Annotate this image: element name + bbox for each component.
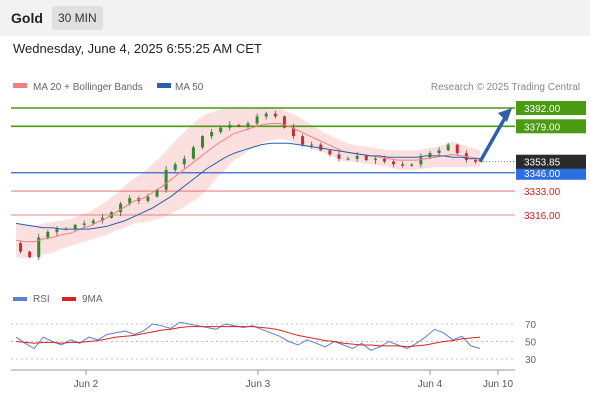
candle-body-8: [82, 223, 86, 225]
bollinger-band-area: [16, 106, 480, 259]
header-bar: Gold 30 MIN: [0, 0, 590, 36]
candle-body-36: [337, 154, 341, 159]
candle-body-13: [128, 198, 132, 204]
x-tick-label-1: Jun 3: [246, 379, 271, 390]
candle-body-1: [19, 243, 23, 252]
rsi-9ma-line: [15, 326, 481, 348]
level-label-bg-1: [516, 119, 586, 134]
candle-body-16: [155, 189, 159, 197]
last-price-bg: [516, 154, 586, 169]
legend-ma20-swatch: [13, 83, 27, 88]
candle-body-2: [28, 251, 32, 258]
candle-body-23: [219, 127, 223, 132]
research-credit: Research © 2025 Trading Central: [431, 82, 580, 93]
candle-body-30: [282, 116, 286, 128]
candle-body-41: [382, 158, 386, 162]
level-label-3: 3333.00: [524, 187, 561, 198]
candle-body-25: [237, 124, 241, 127]
rsi-tick-50: 50: [525, 338, 537, 349]
legend-rsi-swatch: [13, 297, 27, 301]
level-label-2: 3346.00: [524, 169, 561, 180]
level-label-4: 3316.00: [524, 211, 561, 222]
candle-body-35: [328, 150, 332, 155]
rsi-tick-70: 70: [525, 320, 537, 331]
candle-body-29: [273, 113, 277, 117]
candle-body-21: [201, 136, 205, 148]
ma20-line: [15, 123, 481, 243]
x-tick-label-2: Jun 4: [418, 379, 443, 390]
candle-body-15: [146, 196, 150, 201]
candle-body-44: [410, 164, 414, 166]
level-label-bg-2: [516, 165, 586, 180]
candle-body-17: [164, 169, 168, 190]
candle-body-46: [428, 153, 432, 158]
candle-body-7: [73, 224, 77, 230]
candle-body-42: [392, 161, 396, 165]
instrument-title: Gold: [11, 10, 43, 26]
candle-body-10: [100, 217, 104, 221]
candle-body-33: [310, 144, 314, 146]
candle-body-40: [373, 158, 377, 161]
candle-body-45: [419, 157, 423, 165]
candle-body-5: [55, 229, 59, 232]
candle-body-43: [401, 164, 405, 166]
candle-body-48: [446, 144, 450, 151]
candle-body-18: [173, 164, 177, 170]
candle-body-34: [319, 144, 323, 151]
legend-rsi-label: RSI: [33, 294, 50, 305]
candle-body-38: [355, 155, 359, 159]
last-price-label: 3353.85: [524, 158, 561, 169]
level-label-bg-0: [516, 101, 586, 115]
legend-ma50-swatch: [157, 83, 171, 88]
legend-ma20-label: MA 20 + Bollinger Bands: [33, 82, 143, 93]
candle-body-37: [346, 158, 350, 160]
level-label-0: 3392.00: [524, 104, 561, 115]
candle-body-26: [246, 123, 250, 127]
level-label-1: 3379.00: [524, 122, 561, 133]
legend-ma50-label: MA 50: [175, 82, 204, 93]
forecast-arrow-head: [498, 108, 512, 122]
x-tick-label-3: Jun 10: [483, 379, 513, 390]
x-tick-label-0: Jun 2: [74, 379, 99, 390]
candle-body-47: [437, 150, 441, 154]
candle-body-4: [46, 231, 50, 238]
rsi-tick-30: 30: [525, 355, 537, 366]
candle-body-32: [301, 136, 305, 145]
candle-body-9: [91, 220, 95, 224]
candle-body-19: [182, 158, 186, 165]
chart-datetime: Wednesday, June 4, 2025 6:55:25 AM CET: [13, 41, 262, 56]
legend-9ma-label: 9MA: [82, 294, 103, 305]
timeframe-button[interactable]: 30 MIN: [52, 6, 103, 30]
candle-body-39: [364, 155, 368, 161]
candle-body-27: [255, 116, 259, 124]
forecast-arrow-shaft: [478, 115, 508, 163]
candle-body-20: [191, 147, 195, 159]
candle-body-3: [37, 237, 41, 258]
candle-body-12: [119, 203, 123, 213]
ma50-line: [15, 142, 480, 230]
candle-body-24: [228, 124, 232, 128]
candle-body-51: [473, 160, 477, 162]
candle-body-22: [210, 131, 214, 137]
candle-body-31: [291, 127, 295, 137]
candle-body-49: [455, 144, 459, 154]
legend-9ma-swatch: [62, 297, 76, 301]
candle-body-28: [264, 113, 268, 117]
